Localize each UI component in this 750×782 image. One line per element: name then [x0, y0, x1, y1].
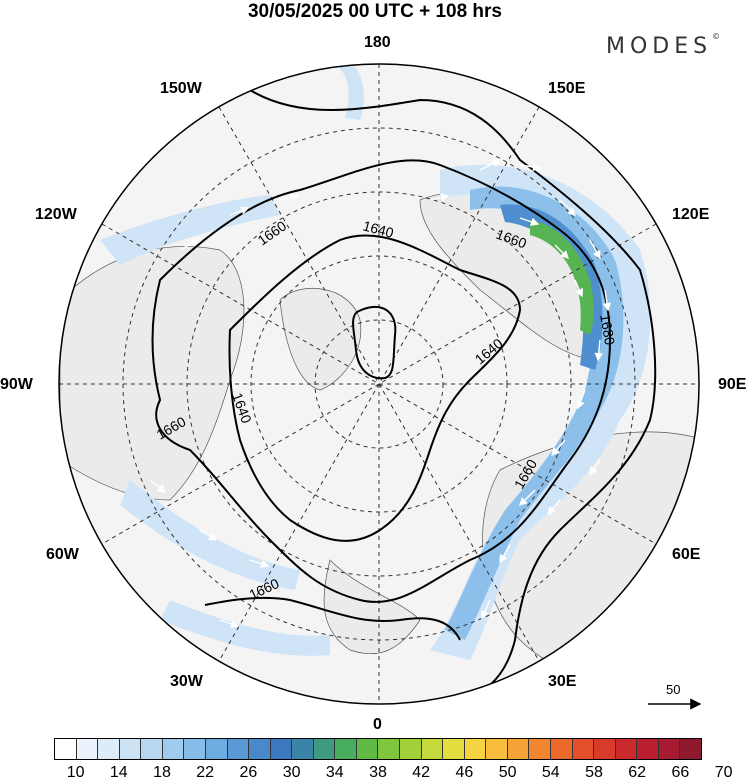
- colorbar-tick-label: 62: [628, 764, 647, 781]
- colorbar-tick-label: 34: [325, 764, 344, 781]
- colorbar-swatch: [680, 739, 701, 759]
- colorbar-swatch: [572, 739, 595, 759]
- colorbar-swatch: [550, 739, 573, 759]
- colorbar-swatch: [141, 739, 163, 759]
- colorbar-swatch: [335, 739, 357, 759]
- colorbar: [54, 738, 702, 760]
- colorbar-swatch: [184, 739, 206, 759]
- colorbar-swatch: [313, 739, 336, 759]
- colorbar-tick-label: 54: [541, 764, 560, 781]
- colorbar-swatch: [162, 739, 185, 759]
- lon-label-30w: 30W: [170, 673, 203, 690]
- colorbar-tick-label: 66: [671, 764, 690, 781]
- reference-vector-label: 50: [666, 682, 681, 697]
- colorbar-tick-label: 26: [239, 764, 258, 781]
- colorbar-tick-label: 58: [585, 764, 603, 781]
- colorbar-swatch: [356, 739, 379, 759]
- brand-name: MODES: [606, 34, 713, 59]
- height-contours: [151, 89, 657, 701]
- colorbar-swatch: [464, 739, 487, 759]
- lon-label-150e: 150E: [548, 80, 586, 97]
- colorbar-swatch: [205, 739, 228, 759]
- colorbar-swatch: [658, 739, 681, 759]
- colorbar-swatch: [421, 739, 444, 759]
- colorbar-swatch: [119, 739, 142, 759]
- lon-label-0: 0: [373, 716, 382, 733]
- colorbar-swatch: [637, 739, 659, 759]
- contour-label: 1640: [361, 217, 395, 241]
- colorbar-tick-label: 42: [412, 764, 431, 781]
- colorbar-swatch: [378, 739, 400, 759]
- lon-label-60e: 60E: [672, 546, 701, 563]
- lon-label-90e: 90E: [718, 376, 747, 393]
- contour-label: 1680: [597, 313, 618, 347]
- brand-logo: MODES©: [606, 32, 721, 59]
- wind-vectors: [149, 159, 612, 628]
- colorbar-tick-label: 10: [66, 764, 85, 781]
- lon-label-120w: 120W: [35, 206, 77, 223]
- colorbar-swatch: [227, 739, 250, 759]
- map-boundary: [58, 63, 700, 705]
- colorbar-tick-label: 46: [455, 764, 474, 781]
- colorbar-swatch: [594, 739, 616, 759]
- colorbar-tick-label: 22: [196, 764, 215, 781]
- lon-label-90w: 90W: [0, 376, 33, 393]
- colorbar-tick-label: 14: [109, 764, 128, 781]
- brand-mark: ©: [712, 32, 721, 41]
- colorbar-swatch: [615, 739, 638, 759]
- colorbar-tick-label: 70: [714, 764, 733, 781]
- colorbar-swatch: [98, 739, 120, 759]
- lon-label-150w: 150W: [160, 80, 202, 97]
- colorbar-swatch: [443, 739, 465, 759]
- lon-label-60w: 60W: [46, 546, 79, 563]
- colorbar-swatch: [270, 739, 293, 759]
- colorbar-swatch: [76, 739, 99, 759]
- colorbar-swatch: [486, 739, 508, 759]
- colorbar-tick-label: 50: [498, 764, 517, 781]
- colorbar-swatch: [529, 739, 551, 759]
- colorbar-swatch: [55, 739, 77, 759]
- colorbar-tick-label: 38: [369, 764, 387, 781]
- colorbar-swatch: [507, 739, 530, 759]
- lon-label-30e: 30E: [548, 673, 577, 690]
- map-title: 30/05/2025 00 UTC + 108 hrs: [247, 1, 503, 22]
- colorbar-tick-label: 30: [282, 764, 301, 781]
- lon-label-180: 180: [364, 34, 391, 51]
- lon-label-120e: 120E: [672, 206, 710, 223]
- colorbar-swatch: [400, 739, 422, 759]
- colorbar-tick-label: 18: [153, 764, 171, 781]
- colorbar-swatch: [292, 739, 314, 759]
- colorbar-swatch: [249, 739, 271, 759]
